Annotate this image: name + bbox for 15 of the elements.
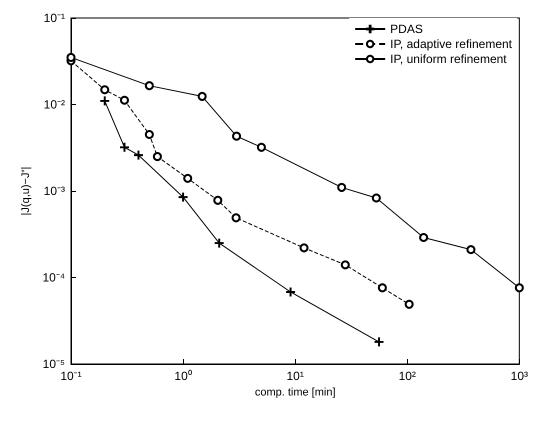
y-tick-label: 10⁻¹: [44, 11, 66, 25]
x-axis-title: comp. time [min]: [254, 386, 336, 398]
legend-label: IP, adaptive refinement: [390, 37, 513, 51]
y-axis-title: |J(q,u)−J*|: [20, 166, 32, 216]
y-tick-label: 10⁻²: [44, 98, 66, 112]
legend-label: PDAS: [390, 22, 423, 36]
x-tick-label: 10⁰: [174, 369, 192, 383]
legend-label: IP, uniform refinement: [390, 52, 508, 66]
x-tick-label: 10¹: [286, 369, 304, 383]
y-tick-label: 10⁻³: [44, 184, 66, 198]
y-tick-label: 10⁻⁴: [42, 270, 65, 284]
y-tick-label: 10⁻⁵: [42, 357, 66, 371]
x-tick-label: 10³: [510, 369, 528, 383]
x-tick-label: 10⁻¹: [60, 369, 82, 383]
x-tick-label: 10²: [398, 369, 416, 383]
